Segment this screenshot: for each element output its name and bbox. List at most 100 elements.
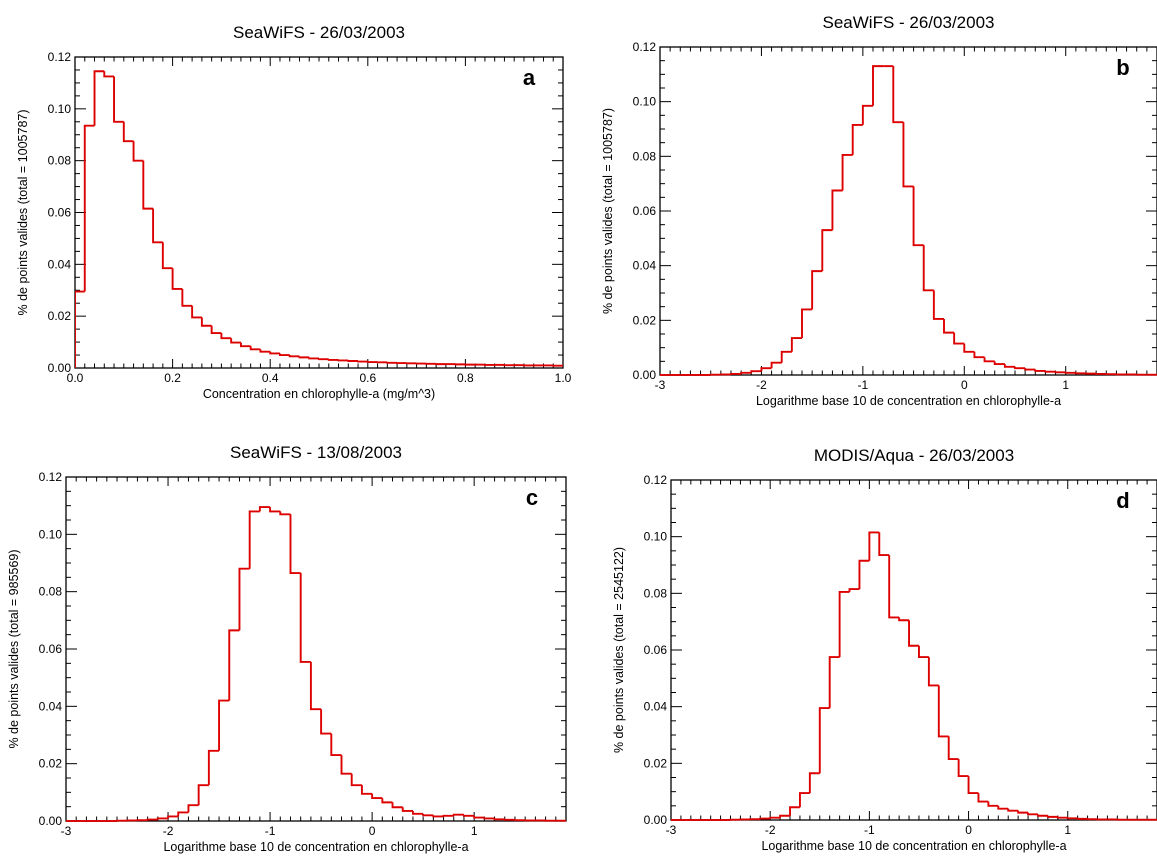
histogram-bin [200, 317, 212, 327]
histogram-bin [993, 361, 1005, 366]
y-tick-label: 0.00 [644, 813, 668, 827]
x-tick-label: 0.0 [67, 371, 84, 385]
histogram-bin [210, 325, 222, 334]
y-tick-label: 0.02 [48, 309, 72, 323]
y-tick-label: 0.02 [39, 757, 63, 771]
histogram-bin [908, 620, 919, 647]
histogram-bin [432, 815, 444, 818]
histogram-bin [181, 288, 193, 307]
histogram-bin [132, 141, 144, 162]
histogram-bin [872, 65, 884, 106]
histogram-bin [103, 71, 115, 78]
y-tick-label: 0.04 [633, 259, 657, 273]
chart-title: MODIS/Aqua - 26/03/2003 [814, 446, 1014, 465]
histogram-bin [1056, 816, 1068, 819]
histogram-bin [259, 349, 271, 353]
x-tick-label: -3 [61, 824, 72, 838]
histogram-bin [888, 555, 900, 619]
histogram-bin [808, 772, 820, 794]
x-tick-label: -1 [858, 378, 869, 392]
histogram-bin [401, 807, 413, 812]
histogram-bin [818, 707, 830, 774]
histogram-bin [207, 749, 220, 786]
histogram-bin [187, 804, 199, 813]
x-tick-label: -3 [666, 823, 677, 837]
plot-frame [65, 476, 567, 822]
histogram-bin [760, 367, 772, 372]
histogram-bin [922, 245, 934, 292]
histogram-bin [142, 160, 154, 210]
histogram-bin [493, 818, 505, 821]
histogram-bin [858, 559, 870, 590]
histogram-bin [366, 361, 378, 363]
histogram-bin [483, 817, 495, 820]
x-tick-label: 0.2 [164, 371, 181, 385]
histogram-bin [851, 123, 863, 155]
histogram-bin [279, 511, 291, 516]
histogram-bin [308, 357, 319, 360]
histogram-bin [1017, 810, 1029, 814]
histogram-bin [279, 353, 290, 356]
histogram-bin [868, 531, 880, 561]
histogram-series [75, 70, 563, 368]
x-tick-label: 0.6 [359, 371, 376, 385]
x-tick-label: 1 [1062, 378, 1069, 392]
histogram-bin [177, 811, 189, 817]
histogram-bin [789, 806, 800, 816]
chart-panel-b: SeaWiFS - 26/03/2003 -3 -2 -1 0 1 0.00 0.02 0.04… [601, 13, 1157, 408]
chart-title: SeaWiFS - 13/08/2003 [230, 443, 402, 462]
histogram-series [660, 65, 1157, 376]
histogram-bin [249, 346, 261, 351]
chart-panel-a: SeaWiFS - 26/03/2003 0.0 0.2 0.4 0.6 0.8 1.0 0.… [16, 23, 572, 401]
panel-letter: d [1116, 488, 1129, 513]
histogram-bin [861, 104, 873, 125]
histogram-bin [811, 270, 823, 310]
y-axis-label: % de points valides (total = 985569) [7, 549, 21, 748]
histogram-bin [347, 360, 359, 362]
y-tick-label: 0.06 [48, 206, 72, 220]
histogram-bin [831, 189, 843, 231]
histogram-bin [1044, 370, 1056, 373]
histogram-bin [841, 154, 853, 191]
y-axis-label: % de points valides (total = 1005787) [601, 108, 615, 314]
histogram-bin [93, 70, 105, 126]
histogram-bin [230, 338, 241, 344]
histogram-bin [848, 588, 860, 592]
y-tick-label: 0.00 [48, 361, 72, 375]
y-tick-label: 0.02 [633, 313, 657, 327]
y-tick-label: 0.08 [48, 154, 72, 168]
histogram-bin [220, 333, 232, 340]
x-axis-label: Logarithme base 10 de concentration en c… [756, 394, 1061, 408]
histogram-bin [1034, 369, 1046, 372]
histogram-bin [350, 773, 362, 787]
chart-panel-d: MODIS/Aqua - 26/03/2003 -3 -2 -1 0 1 0.00 0.02 0… [612, 446, 1157, 853]
y-tick-label: 0.08 [644, 586, 668, 600]
y-tick-label: 0.10 [39, 527, 63, 541]
histogram-bin [197, 784, 209, 806]
histogram-bin [1003, 364, 1015, 368]
histogram-bin [1024, 368, 1036, 371]
histogram-bin [997, 805, 1009, 810]
histogram-bin [1046, 815, 1058, 818]
panel-letter: a [523, 65, 536, 90]
histogram-bin [838, 590, 850, 658]
histogram-bin [987, 801, 999, 807]
y-axis-label: % de points valides (total = 2545122) [612, 547, 626, 753]
histogram-bin [327, 359, 339, 361]
histogram-bin [957, 759, 969, 778]
histogram-bin [337, 359, 349, 362]
histogram-bin [730, 372, 742, 375]
y-tick-label: 0.04 [48, 257, 72, 271]
histogram-bin [770, 361, 782, 369]
histogram-bin [973, 351, 985, 359]
histogram-bin [947, 736, 959, 761]
y-tick-label: 0.12 [39, 470, 63, 484]
x-tick-label: 0.8 [457, 371, 474, 385]
histogram-bin [340, 755, 352, 775]
histogram-bin [269, 351, 280, 355]
histogram-bin [1074, 372, 1086, 375]
histogram-bin [146, 818, 158, 821]
histogram-bin [1054, 371, 1066, 374]
histogram-bin [779, 814, 791, 818]
histogram-bin [943, 318, 955, 334]
